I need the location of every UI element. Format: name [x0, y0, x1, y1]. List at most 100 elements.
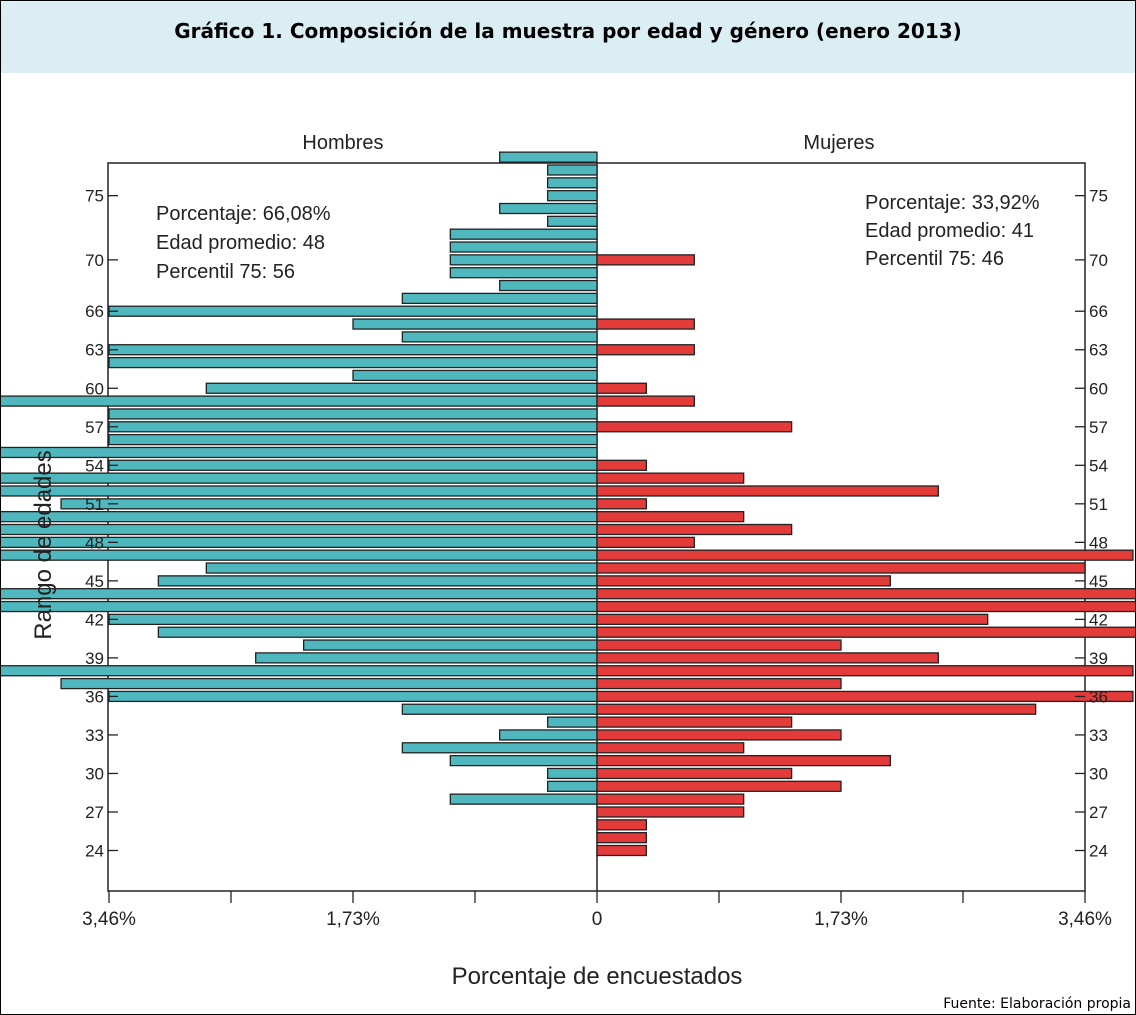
y-tick-label-right-45: 45 [1089, 572, 1108, 591]
y-tick-label-left-57: 57 [85, 418, 104, 437]
bar-men-age-28 [449, 793, 598, 805]
y-tick-label-left-48: 48 [85, 533, 104, 552]
bar-men-age-70 [449, 254, 598, 266]
bar-men-age-29 [546, 780, 598, 792]
x-axis-ticks: 3,46% 1,73% 0 1,73% 3,46% [82, 891, 1112, 930]
bar-men-age-67 [401, 292, 598, 305]
bar-women-age-57 [596, 421, 793, 433]
population-pyramid-chart: 24 24 27 27 30 30 33 33 36 36 39 39 42 42 45 45 48 48 51 51… [1, 132, 1135, 990]
bar-women-age-53 [596, 472, 745, 484]
bar-women-age-43 [596, 600, 1135, 613]
y-tick-label-left-66: 66 [85, 302, 104, 321]
x-tick-label: 3,46% [82, 909, 136, 930]
x-tick-label: 0 [592, 909, 603, 930]
bar-women-age-42 [596, 613, 989, 626]
bar-men-age-41 [157, 626, 598, 638]
bar-men-age-36 [108, 690, 598, 703]
bar-women-age-26 [596, 819, 648, 831]
bar-men-age-39 [255, 652, 598, 664]
series-label-men: Hombres [302, 132, 383, 154]
title-bar: Gráfico 1. Composición de la muestra por… [1, 1, 1135, 73]
x-tick-label: 3,46% [1058, 909, 1112, 930]
series-label-women: Mujeres [803, 132, 874, 154]
bar-women-age-41 [596, 626, 1135, 638]
y-tick-label-right-63: 63 [1089, 341, 1108, 360]
y-tick-label-right-70: 70 [1089, 251, 1108, 270]
y-tick-label-right-48: 48 [1089, 533, 1108, 552]
bar-women-age-34 [596, 716, 793, 728]
bar-men-age-73 [546, 215, 598, 227]
bar-men-age-78 [499, 151, 598, 163]
bar-men-age-55 [1, 446, 598, 459]
y-tick-label-right-39: 39 [1089, 649, 1108, 668]
bar-men-age-72 [449, 228, 598, 240]
bar-women-age-48 [596, 536, 695, 548]
bar-women-age-35 [596, 703, 1037, 715]
y-tick-label-right-66: 66 [1089, 302, 1108, 321]
x-tick-label: 1,73% [326, 909, 380, 930]
bar-men-age-57 [108, 421, 598, 433]
bar-men-age-69 [449, 267, 598, 279]
y-tick-label-left-51: 51 [85, 495, 104, 514]
bar-women-age-44 [596, 588, 1135, 600]
bar-men-age-64 [401, 331, 598, 343]
y-tick-label-left-39: 39 [85, 649, 104, 668]
y-tick-label-right-27: 27 [1089, 803, 1108, 822]
y-tick-label-left-63: 63 [85, 341, 104, 360]
bar-women-age-24 [596, 844, 648, 857]
bar-men-age-30 [546, 767, 598, 780]
bar-men-age-35 [401, 703, 598, 715]
bar-men-age-42 [108, 613, 598, 626]
bar-men-age-40 [302, 639, 598, 651]
y-tick-label-right-51: 51 [1089, 495, 1108, 514]
bar-women-age-25 [596, 832, 648, 844]
annotation-men-p75: Percentil 75: 56 [156, 261, 295, 283]
bar-women-age-36 [596, 690, 1134, 703]
bar-women-age-63 [596, 344, 695, 356]
bar-men-age-32 [401, 742, 598, 754]
bar-women-age-32 [596, 742, 745, 754]
bar-men-age-62 [108, 356, 598, 369]
bar-women-age-38 [596, 665, 1134, 677]
bar-men-age-34 [546, 716, 598, 728]
y-tick-label-left-36: 36 [85, 687, 104, 706]
y-tick-label-right-42: 42 [1089, 610, 1108, 629]
bar-women-age-60 [596, 382, 648, 394]
bar-women-age-70 [596, 254, 695, 266]
y-axis-ticks: 24 24 27 27 30 30 33 33 36 36 39 39 42 42 45 45 48 48 51 51… [85, 187, 1108, 861]
y-tick-label-right-57: 57 [1089, 418, 1108, 437]
bar-women-age-46 [596, 562, 1086, 574]
bar-women-age-47 [596, 549, 1134, 561]
bar-women-age-52 [596, 485, 939, 497]
y-tick-label-left-24: 24 [85, 842, 104, 861]
y-tick-label-left-30: 30 [85, 764, 104, 783]
y-tick-label-left-54: 54 [85, 456, 104, 475]
bar-men-age-56 [108, 433, 598, 446]
y-tick-label-right-30: 30 [1089, 764, 1108, 783]
bar-women-age-27 [596, 806, 745, 818]
bar-men-age-60 [205, 382, 598, 394]
bar-women-age-29 [596, 780, 842, 792]
bar-men-age-51 [60, 498, 598, 510]
bar-women-age-51 [596, 498, 648, 510]
bar-men-age-66 [108, 305, 598, 317]
bar-men-age-37 [60, 677, 598, 690]
bar-women-age-50 [596, 511, 745, 523]
bar-women-age-54 [596, 459, 648, 471]
bar-men-age-45 [157, 575, 598, 587]
bar-men-age-61 [352, 369, 598, 382]
bar-women-age-33 [596, 729, 842, 741]
y-tick-label-left-60: 60 [85, 379, 104, 398]
bar-women-age-28 [596, 793, 745, 805]
bar-women-age-59 [596, 395, 695, 407]
annotation-women-mean-age: Edad promedio: 41 [865, 220, 1034, 242]
y-tick-label-right-24: 24 [1089, 842, 1108, 861]
bar-men-age-77 [546, 164, 598, 176]
y-tick-label-right-75: 75 [1089, 187, 1108, 206]
bar-men-age-63 [108, 344, 598, 356]
annotation-men-percentage: Porcentaje: 66,08% [156, 203, 331, 225]
y-tick-label-left-33: 33 [85, 726, 104, 745]
y-tick-label-left-42: 42 [85, 610, 104, 629]
annotation-women-p75: Percentil 75: 46 [865, 248, 1004, 270]
